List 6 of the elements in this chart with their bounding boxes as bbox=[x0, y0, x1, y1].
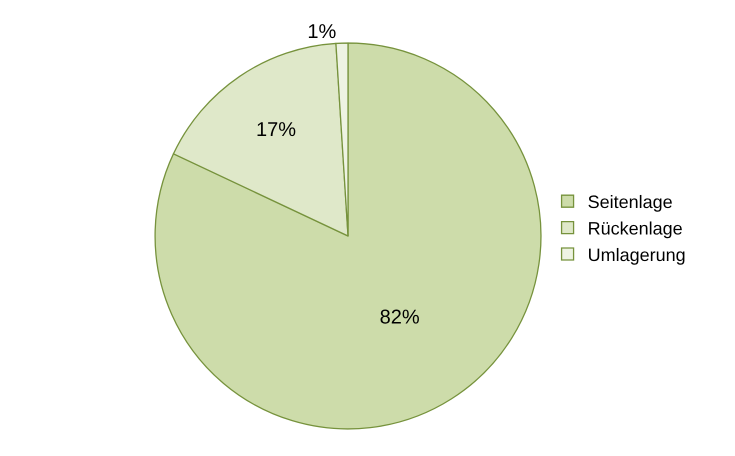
data-label: 17% bbox=[256, 119, 296, 142]
data-label: 82% bbox=[380, 306, 420, 328]
data-label: 1% bbox=[307, 21, 336, 44]
legend-label: Seitenlage bbox=[588, 192, 673, 212]
legend-label: Umlagerung bbox=[588, 245, 686, 266]
legend-label: Rückenlage bbox=[588, 218, 683, 239]
